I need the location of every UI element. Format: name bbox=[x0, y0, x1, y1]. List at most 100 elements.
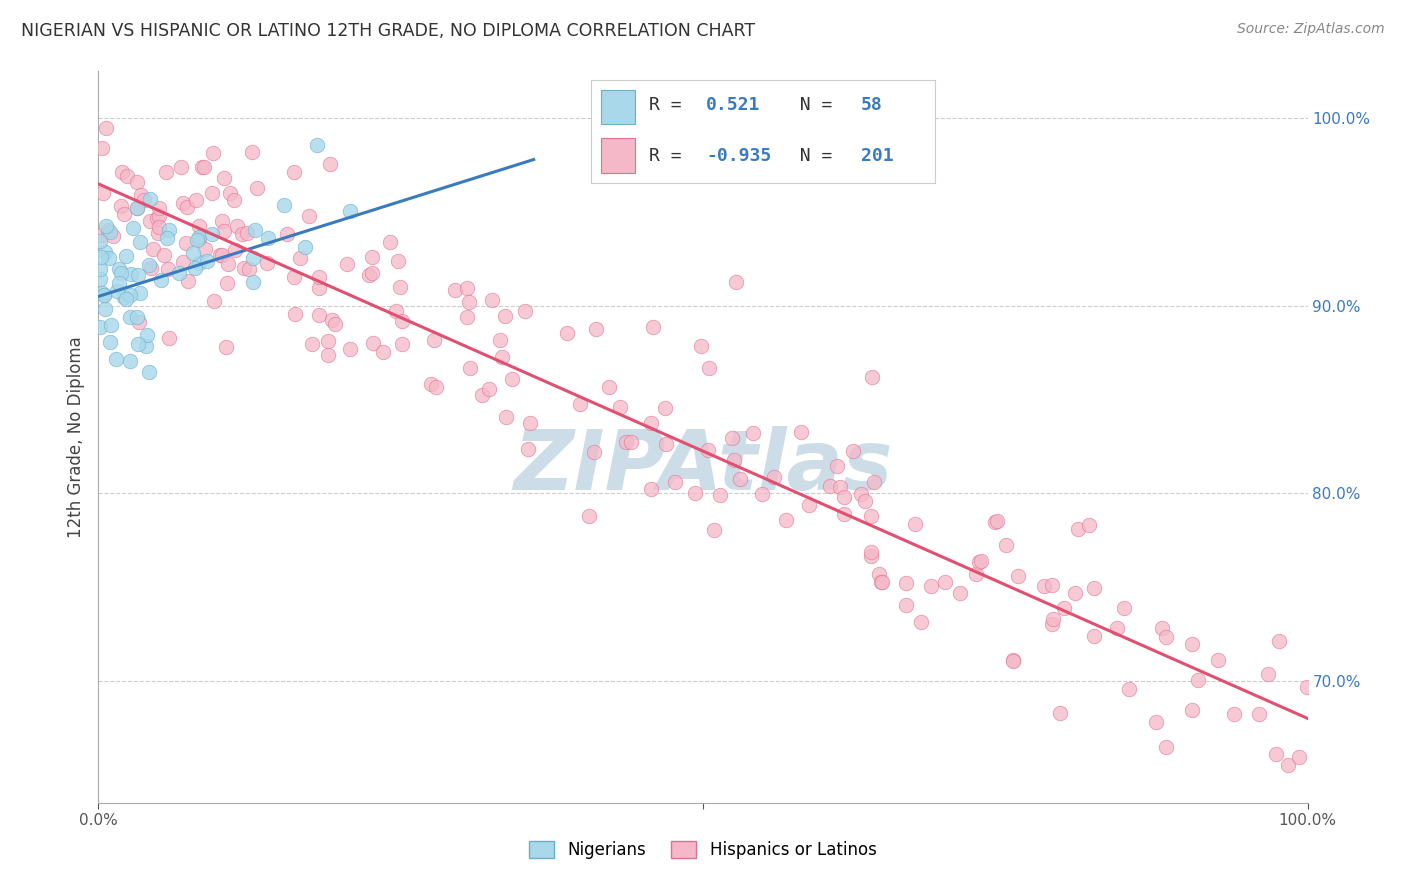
Point bbox=[775, 513, 797, 527]
Point bbox=[654, 401, 676, 415]
Point bbox=[609, 401, 631, 415]
Point bbox=[1288, 750, 1310, 764]
Point bbox=[583, 444, 606, 458]
Point bbox=[214, 170, 236, 185]
Point bbox=[187, 219, 209, 233]
Point bbox=[145, 211, 167, 226]
Point bbox=[89, 234, 111, 248]
Point bbox=[910, 615, 932, 629]
Point bbox=[114, 249, 136, 263]
Point bbox=[868, 567, 890, 582]
Point bbox=[157, 223, 180, 237]
Point bbox=[176, 200, 198, 214]
Point bbox=[495, 410, 517, 425]
Point bbox=[1223, 707, 1246, 722]
Point bbox=[860, 370, 883, 384]
Point bbox=[93, 288, 115, 302]
Point bbox=[515, 304, 537, 318]
Point bbox=[174, 236, 197, 251]
Point bbox=[391, 336, 413, 351]
Point bbox=[640, 483, 662, 497]
Legend: Nigerians, Hispanics or Latinos: Nigerians, Hispanics or Latinos bbox=[522, 833, 884, 868]
Point bbox=[1083, 629, 1105, 643]
Point bbox=[725, 275, 748, 289]
Point bbox=[308, 269, 330, 284]
Point bbox=[308, 308, 330, 322]
Point bbox=[188, 232, 211, 246]
Point bbox=[316, 348, 339, 362]
Point bbox=[125, 310, 148, 324]
Point bbox=[238, 261, 260, 276]
Point bbox=[98, 334, 121, 349]
Point bbox=[763, 469, 786, 483]
Point bbox=[242, 276, 264, 290]
Point bbox=[243, 223, 266, 237]
Point bbox=[301, 337, 323, 351]
Point bbox=[853, 494, 876, 508]
Point bbox=[89, 262, 111, 277]
Point bbox=[869, 575, 891, 590]
Point bbox=[818, 479, 841, 493]
Point bbox=[120, 268, 142, 282]
Point bbox=[148, 202, 170, 216]
Point bbox=[519, 416, 541, 430]
Text: ZIPAtlas: ZIPAtlas bbox=[513, 425, 893, 507]
Point bbox=[172, 254, 194, 268]
Point bbox=[202, 293, 225, 308]
Bar bbox=[600, 89, 636, 124]
Point bbox=[276, 227, 298, 242]
Point bbox=[360, 250, 382, 264]
Point bbox=[1187, 673, 1209, 687]
Point bbox=[283, 269, 305, 284]
Point bbox=[1001, 653, 1024, 667]
Point bbox=[98, 252, 121, 266]
Point bbox=[1077, 517, 1099, 532]
Point bbox=[970, 554, 993, 568]
Point bbox=[934, 575, 956, 590]
Point bbox=[215, 340, 238, 354]
Point bbox=[1206, 653, 1229, 667]
Point bbox=[120, 354, 142, 368]
Text: Source: ZipAtlas.com: Source: ZipAtlas.com bbox=[1237, 22, 1385, 37]
Bar bbox=[600, 137, 636, 173]
Point bbox=[373, 345, 395, 359]
Point bbox=[471, 388, 494, 402]
Point bbox=[790, 425, 813, 439]
Point bbox=[188, 256, 211, 270]
Point bbox=[697, 361, 720, 376]
Point bbox=[321, 312, 343, 326]
Point bbox=[1257, 667, 1279, 681]
Point bbox=[1154, 740, 1177, 755]
Point bbox=[129, 235, 152, 249]
Point bbox=[89, 272, 111, 286]
Point bbox=[598, 380, 620, 394]
Point bbox=[219, 186, 242, 200]
Point bbox=[1247, 706, 1270, 721]
Point bbox=[1150, 621, 1173, 635]
Point bbox=[683, 486, 706, 500]
Point bbox=[1118, 682, 1140, 697]
Point bbox=[200, 186, 222, 201]
Point bbox=[93, 288, 115, 302]
Point bbox=[494, 309, 516, 323]
Text: N =: N = bbox=[779, 146, 844, 165]
Point bbox=[183, 245, 205, 260]
Point bbox=[391, 314, 413, 328]
Point bbox=[389, 280, 412, 294]
Point bbox=[894, 598, 917, 612]
Point bbox=[214, 224, 236, 238]
Point bbox=[1083, 582, 1105, 596]
Point bbox=[246, 181, 269, 195]
Point bbox=[94, 120, 117, 135]
Point bbox=[316, 334, 339, 348]
Text: 201: 201 bbox=[860, 146, 894, 165]
Point bbox=[107, 285, 129, 299]
Point bbox=[146, 227, 169, 241]
Text: R =: R = bbox=[650, 96, 693, 114]
Point bbox=[127, 268, 149, 282]
Point bbox=[222, 194, 245, 208]
Point bbox=[209, 248, 232, 262]
Point bbox=[201, 145, 224, 160]
Point bbox=[1264, 747, 1286, 761]
Point bbox=[339, 204, 361, 219]
